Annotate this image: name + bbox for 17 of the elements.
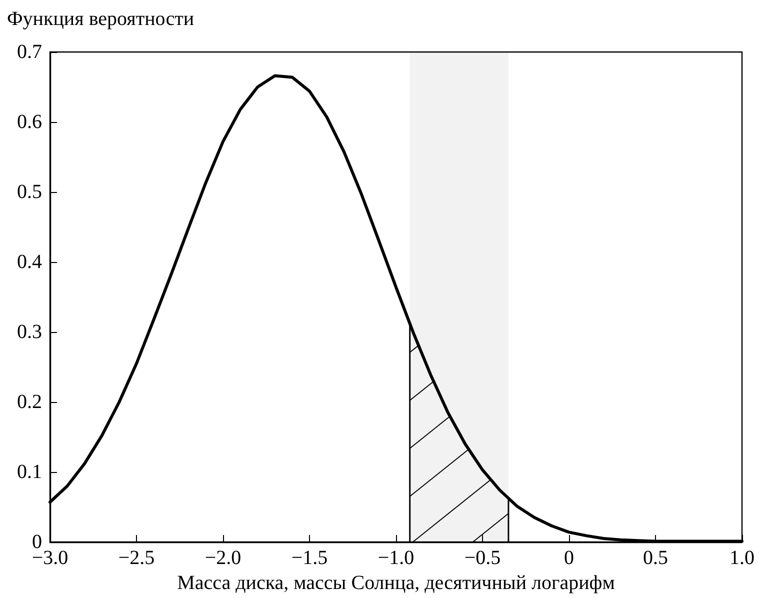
x-tick-label: −0.5 bbox=[464, 547, 501, 569]
y-tick-label: 0.6 bbox=[17, 111, 42, 133]
y-tick-label: 0.2 bbox=[17, 391, 42, 413]
y-tick-label: 0.1 bbox=[17, 461, 42, 483]
x-tick-label: −2.0 bbox=[204, 547, 242, 569]
x-axis-title: Масса диска, массы Солнца, десятичный логарифм bbox=[177, 572, 616, 594]
x-tick-label: −2.5 bbox=[118, 547, 155, 569]
x-tick-label: −1.5 bbox=[291, 547, 328, 569]
y-tick-label: 0.7 bbox=[17, 41, 42, 63]
y-tick-label: 0.4 bbox=[17, 251, 42, 273]
y-tick-label: 0.3 bbox=[17, 321, 42, 343]
chart-title: Функция вероятности bbox=[7, 8, 194, 30]
x-tick-label: 1.0 bbox=[730, 547, 754, 569]
y-tick-label: 0.5 bbox=[17, 181, 42, 203]
x-tick-label: 0.5 bbox=[643, 547, 668, 569]
x-tick-label: −1.0 bbox=[378, 547, 414, 569]
x-tick-label: 0 bbox=[564, 547, 574, 569]
